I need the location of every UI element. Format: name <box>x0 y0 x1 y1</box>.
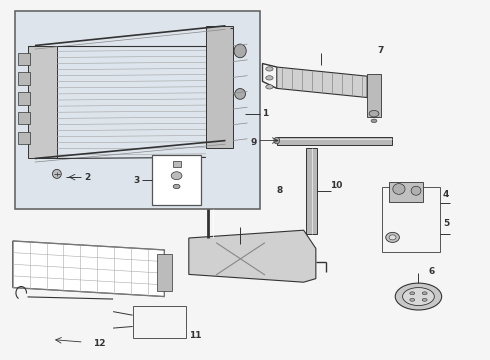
Text: 11: 11 <box>189 332 201 341</box>
Ellipse shape <box>371 119 377 123</box>
Text: 10: 10 <box>331 181 343 190</box>
Text: 9: 9 <box>251 138 257 147</box>
Bar <box>18 92 30 105</box>
Bar <box>15 12 260 209</box>
Bar <box>18 72 30 85</box>
Ellipse shape <box>266 67 273 71</box>
Polygon shape <box>13 241 164 297</box>
Text: 2: 2 <box>85 173 91 182</box>
Bar <box>18 132 30 144</box>
Ellipse shape <box>235 89 245 99</box>
Ellipse shape <box>171 172 182 180</box>
Ellipse shape <box>393 184 405 194</box>
Bar <box>27 45 57 158</box>
Bar <box>133 306 186 338</box>
Bar <box>206 26 233 148</box>
Ellipse shape <box>234 44 246 58</box>
Ellipse shape <box>410 298 415 301</box>
Ellipse shape <box>386 232 399 242</box>
Ellipse shape <box>369 111 379 117</box>
Bar <box>306 148 317 234</box>
Ellipse shape <box>52 170 61 179</box>
Text: 3: 3 <box>134 176 140 185</box>
Bar <box>382 187 441 252</box>
Ellipse shape <box>266 76 273 80</box>
Polygon shape <box>277 67 367 98</box>
Ellipse shape <box>173 184 180 189</box>
Text: 5: 5 <box>443 219 449 228</box>
Text: 12: 12 <box>94 339 106 348</box>
Ellipse shape <box>395 283 441 310</box>
Bar <box>277 137 392 145</box>
Ellipse shape <box>389 235 396 240</box>
Bar <box>18 53 30 65</box>
Bar <box>18 112 30 125</box>
Text: 6: 6 <box>428 267 435 276</box>
Bar <box>172 161 180 167</box>
Text: 7: 7 <box>377 46 383 55</box>
Ellipse shape <box>274 137 280 144</box>
Ellipse shape <box>422 298 427 301</box>
Text: 8: 8 <box>277 186 283 195</box>
Ellipse shape <box>411 186 421 195</box>
Bar <box>157 253 171 291</box>
Text: 4: 4 <box>443 190 449 199</box>
Bar <box>152 155 201 205</box>
Text: 1: 1 <box>262 109 269 118</box>
Ellipse shape <box>266 85 273 89</box>
Ellipse shape <box>410 292 415 295</box>
Bar <box>367 74 381 117</box>
Ellipse shape <box>403 288 434 306</box>
Bar <box>389 182 423 202</box>
Ellipse shape <box>422 292 427 295</box>
Polygon shape <box>189 230 316 282</box>
